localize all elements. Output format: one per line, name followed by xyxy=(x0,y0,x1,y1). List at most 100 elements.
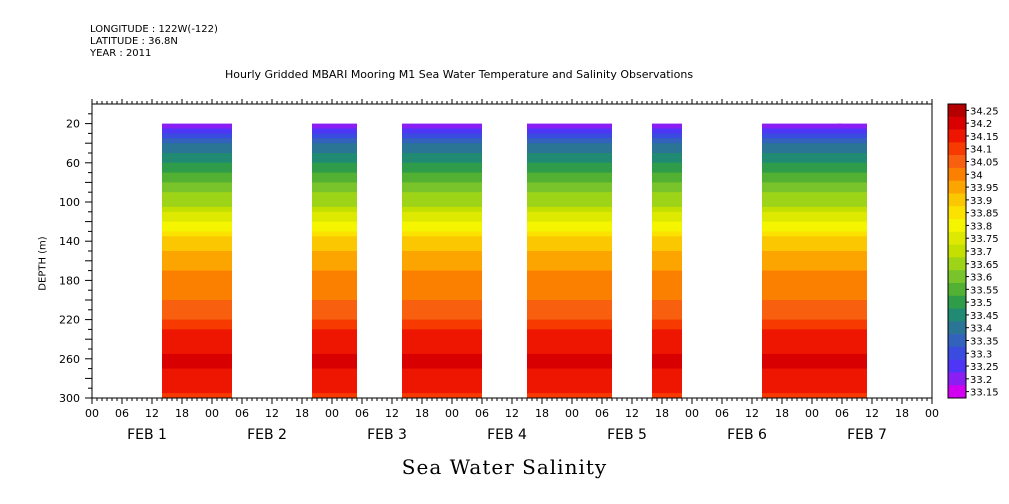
salinity-cell xyxy=(312,255,357,262)
salinity-cell xyxy=(162,246,232,252)
colorbar-swatch xyxy=(948,180,966,194)
x-tick-label: 12 xyxy=(265,407,279,420)
salinity-cell xyxy=(762,324,842,330)
salinity-cell xyxy=(837,260,867,267)
chart-caption: Sea Water Salinity xyxy=(401,455,608,479)
salinity-cell xyxy=(652,388,682,394)
salinity-cell xyxy=(762,358,842,365)
salinity-cell xyxy=(762,133,842,139)
salinity-cell xyxy=(402,304,482,311)
colorbar-swatch xyxy=(948,193,966,207)
salinity-cell xyxy=(312,319,357,325)
colorbar-swatch xyxy=(948,244,966,258)
salinity-cell xyxy=(162,304,232,311)
salinity-cell xyxy=(762,270,842,276)
salinity-cell xyxy=(162,383,232,389)
salinity-cell xyxy=(837,314,867,321)
salinity-cell xyxy=(527,177,612,183)
salinity-cell xyxy=(652,246,682,252)
salinity-cell xyxy=(652,128,682,134)
salinity-cell xyxy=(527,143,612,149)
salinity-cell xyxy=(762,187,842,193)
salinity-cell xyxy=(527,324,612,330)
salinity-cell xyxy=(762,246,842,252)
colorbar-label: 33.95 xyxy=(970,183,999,194)
salinity-cell xyxy=(162,133,232,139)
colorbar-label: 33.25 xyxy=(970,362,999,373)
salinity-cell xyxy=(527,192,612,198)
salinity-cell xyxy=(402,157,482,164)
colorbar-swatch xyxy=(948,346,966,360)
salinity-cell xyxy=(312,349,357,355)
salinity-cell xyxy=(402,255,482,262)
observation-segment xyxy=(527,123,612,399)
salinity-cell xyxy=(762,236,842,242)
salinity-cell xyxy=(402,221,482,227)
salinity-cell xyxy=(652,255,682,262)
salinity-cell xyxy=(652,236,682,242)
salinity-cell xyxy=(402,265,482,272)
salinity-cell xyxy=(162,241,232,247)
x-tick-label: 00 xyxy=(565,407,579,420)
salinity-cell xyxy=(402,260,482,267)
salinity-cell xyxy=(652,383,682,389)
salinity-cell xyxy=(652,368,682,374)
salinity-cell xyxy=(652,241,682,247)
salinity-cell xyxy=(162,280,232,286)
salinity-cell xyxy=(402,216,482,223)
salinity-cell xyxy=(762,167,842,174)
longitude-label: LONGITUDE : 122W(-122) xyxy=(90,24,218,35)
salinity-cell xyxy=(837,353,867,360)
salinity-cell xyxy=(402,314,482,321)
salinity-cell xyxy=(162,216,232,223)
salinity-cell xyxy=(162,202,232,208)
salinity-cell xyxy=(527,329,612,335)
salinity-cell xyxy=(312,177,357,183)
observation-segment xyxy=(762,123,842,399)
salinity-cell xyxy=(652,309,682,316)
salinity-cell xyxy=(312,290,357,296)
salinity-cell xyxy=(837,339,867,345)
salinity-cell xyxy=(652,285,682,291)
salinity-cell xyxy=(652,334,682,340)
salinity-cell xyxy=(527,314,612,321)
salinity-cell xyxy=(527,260,612,267)
salinity-cell xyxy=(162,339,232,345)
observation-segment xyxy=(837,123,867,399)
salinity-cell xyxy=(652,157,682,164)
salinity-cell xyxy=(402,172,482,178)
salinity-cell xyxy=(402,128,482,134)
salinity-cell xyxy=(162,324,232,330)
salinity-cell xyxy=(652,260,682,267)
salinity-cell xyxy=(162,349,232,355)
colorbar-label: 34.2 xyxy=(970,119,992,130)
salinity-cell xyxy=(402,329,482,335)
salinity-cell xyxy=(652,324,682,330)
salinity-cell xyxy=(312,324,357,330)
salinity-cell xyxy=(402,358,482,365)
salinity-cell xyxy=(162,373,232,379)
colorbar-swatch xyxy=(948,219,966,233)
salinity-cell xyxy=(402,319,482,325)
salinity-cell xyxy=(527,241,612,247)
salinity-cell xyxy=(312,388,357,394)
salinity-cell xyxy=(162,251,232,257)
salinity-cell xyxy=(402,167,482,174)
salinity-cell xyxy=(652,353,682,360)
salinity-cell xyxy=(762,344,842,350)
salinity-cell xyxy=(402,162,482,169)
salinity-cell xyxy=(527,123,612,129)
salinity-cell xyxy=(162,260,232,267)
salinity-cell xyxy=(527,206,612,213)
salinity-cell xyxy=(652,304,682,311)
salinity-cell xyxy=(837,241,867,247)
x-tick-label: 06 xyxy=(235,407,249,420)
salinity-cell xyxy=(652,123,682,129)
latitude-label: LATITUDE : 36.8N xyxy=(90,36,178,47)
salinity-cell xyxy=(312,285,357,291)
salinity-cell xyxy=(652,226,682,232)
salinity-cell xyxy=(762,314,842,321)
salinity-cell xyxy=(837,172,867,178)
x-tick-label: 18 xyxy=(535,407,549,420)
salinity-cell xyxy=(402,275,482,281)
